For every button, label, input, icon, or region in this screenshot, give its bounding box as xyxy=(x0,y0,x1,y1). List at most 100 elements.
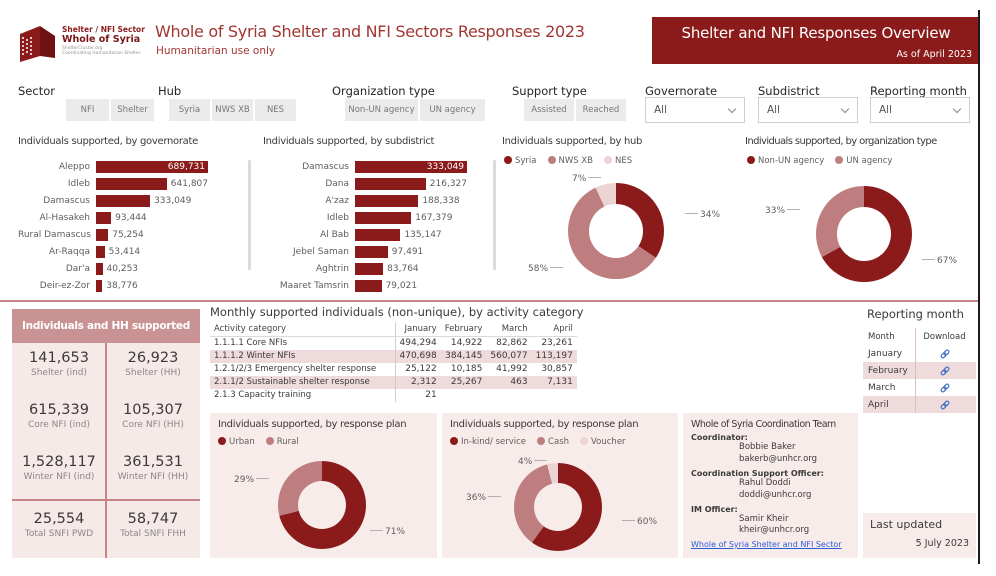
subdistrict-dropdown-value: All xyxy=(767,104,781,116)
sector-shelter-button[interactable]: Shelter xyxy=(111,99,154,121)
scrollbar[interactable] xyxy=(248,160,251,270)
value-cell: 14,922 xyxy=(450,338,483,349)
bar-row[interactable]: Idleb 641,807 xyxy=(18,175,250,192)
bar-track: 216,327 xyxy=(355,177,467,190)
bar-row[interactable]: Al-Hasakeh 93,444 xyxy=(18,209,250,226)
hub-nwsxb-button[interactable]: NWS XB xyxy=(212,99,253,121)
bar-row[interactable]: Damascus 333,049 xyxy=(263,158,495,175)
legend-item[interactable]: Urban xyxy=(218,437,255,447)
value-cell: 25,122 xyxy=(394,362,441,376)
bar-value-label: 188,338 xyxy=(422,195,460,206)
sector-nfi-button[interactable]: NFI xyxy=(66,99,109,121)
bar[interactable] xyxy=(96,279,103,292)
value-cell: 560,077 xyxy=(486,349,532,363)
org-non-un-button[interactable]: Non-UN agency xyxy=(345,99,418,121)
scrollbar[interactable] xyxy=(493,160,496,270)
legend-item[interactable]: Non-UN agency xyxy=(747,156,824,166)
bar[interactable] xyxy=(355,245,388,258)
bar-row[interactable]: Idleb 167,379 xyxy=(263,209,495,226)
modality-donut-wrap: 60% 36% 4% xyxy=(442,455,678,558)
download-link-icon[interactable] xyxy=(915,379,973,396)
legend-dot-icon xyxy=(537,437,546,445)
reporting-month-header: Month Download xyxy=(863,328,976,345)
legend-item[interactable]: Rural xyxy=(265,437,299,447)
org-un-button[interactable]: UN agency xyxy=(420,99,485,121)
bar-row[interactable]: Aleppo 689,731 xyxy=(18,158,250,175)
download-link-icon[interactable] xyxy=(915,345,973,362)
organization-type-donut[interactable] xyxy=(816,186,912,282)
legend-item[interactable]: UN agency xyxy=(835,156,892,166)
bar-row[interactable]: Ar-Raqqa 53,414 xyxy=(18,243,250,260)
bar-row[interactable]: Jebel Saman 97,491 xyxy=(263,243,495,260)
bar-track: 188,338 xyxy=(355,194,467,207)
download-link-icon[interactable] xyxy=(915,396,973,413)
bar-row[interactable]: Dar'a 40,253 xyxy=(18,260,250,277)
bar[interactable] xyxy=(96,194,151,207)
bar[interactable] xyxy=(96,211,112,224)
modality-donut[interactable] xyxy=(514,463,602,551)
bar[interactable] xyxy=(355,279,382,292)
individuals-hh-summary-card: Individuals and HH supported 141,653 Shel… xyxy=(12,309,200,558)
bar-value-label: 689,731 xyxy=(167,161,205,172)
bar[interactable] xyxy=(355,194,419,207)
bar[interactable] xyxy=(355,228,401,241)
bar-row[interactable]: Al Bab 135,147 xyxy=(263,226,495,243)
donut-percent-label: 7% xyxy=(572,174,603,184)
value-cell: 113,197 xyxy=(531,349,577,363)
bar[interactable] xyxy=(96,245,105,258)
subdistrict-dropdown[interactable]: All xyxy=(758,97,858,123)
month-label: February xyxy=(868,365,908,376)
bar-row[interactable]: Maaret Tamsrin 79,021 xyxy=(263,277,495,294)
hub-donut[interactable] xyxy=(568,183,664,279)
value-cell: 25,267 xyxy=(440,375,487,389)
bar[interactable] xyxy=(355,262,384,275)
bar-row[interactable]: Deir-ez-Zor 38,776 xyxy=(18,277,250,294)
bar-track: 40,253 xyxy=(96,262,208,275)
hub-nes-button[interactable]: NES xyxy=(255,99,296,121)
bar[interactable]: 689,731 xyxy=(96,160,208,173)
summary-cell: 615,339 Core NFI (ind) xyxy=(27,402,91,430)
legend-item[interactable]: Voucher xyxy=(580,437,626,447)
legend-item[interactable]: In-kind/ service xyxy=(450,437,526,447)
support-assisted-button[interactable]: Assisted xyxy=(524,99,574,121)
donut-percent-label: 34% xyxy=(683,210,720,220)
bar-row[interactable]: Aghtrin 83,764 xyxy=(263,260,495,277)
banner-subtitle: As of April 2023 xyxy=(896,49,972,60)
response-plan-legend: Urban Rural xyxy=(218,437,299,447)
sector-website-link[interactable]: Whole of Syria Shelter and NFI Sector xyxy=(691,540,842,549)
legend-item[interactable]: NWS XB xyxy=(547,156,593,166)
hub-syria-button[interactable]: Syria xyxy=(169,99,210,121)
legend-item[interactable]: Cash xyxy=(537,437,569,447)
coordinator-email: bakerb@unhcr.org xyxy=(739,453,818,464)
chart-title: Individuals supported, by organization t… xyxy=(745,136,937,147)
reporting-month-title: Reporting month xyxy=(867,307,964,321)
monthly-activity-table: Activity category January February March Apr… xyxy=(210,322,577,402)
hub-slicer: Syria NWS XB NES xyxy=(169,99,296,121)
response-plan-donut-wrap: 71% 29% xyxy=(210,455,437,558)
bar[interactable] xyxy=(355,211,412,224)
callout-line xyxy=(488,496,502,497)
monthly-activity-table-panel: Monthly supported individuals (non-uniqu… xyxy=(210,305,860,409)
bar-row[interactable]: Damascus 333,049 xyxy=(18,192,250,209)
bar[interactable] xyxy=(96,177,167,190)
legend-item[interactable]: NES xyxy=(604,156,632,166)
bar-row[interactable]: A'zaz 188,338 xyxy=(263,192,495,209)
legend-item[interactable]: Syria xyxy=(504,156,537,166)
table-row: 2.1.3 Capacity training 21 xyxy=(210,388,577,402)
support-reached-button[interactable]: Reached xyxy=(576,99,626,121)
bar[interactable] xyxy=(96,262,103,275)
response-plan-donut[interactable] xyxy=(278,461,366,549)
reporting-month-row: February xyxy=(863,362,976,379)
bar[interactable] xyxy=(96,228,109,241)
bar-category-label: A'zaz xyxy=(325,195,349,206)
bar-row[interactable]: Rural Damascus 75,254 xyxy=(18,226,250,243)
download-link-icon[interactable] xyxy=(915,362,973,379)
shelter-cluster-logo-icon xyxy=(20,26,55,62)
bar[interactable]: 333,049 xyxy=(355,160,467,173)
report-title: Whole of Syria Shelter and NFI Sectors R… xyxy=(155,22,585,41)
bar-row[interactable]: Dana 216,327 xyxy=(263,175,495,192)
bar-category-label: Deir-ez-Zor xyxy=(39,280,90,291)
governorate-dropdown[interactable]: All xyxy=(645,97,745,123)
bar[interactable] xyxy=(355,177,426,190)
reporting-month-dropdown[interactable]: All xyxy=(870,97,970,123)
